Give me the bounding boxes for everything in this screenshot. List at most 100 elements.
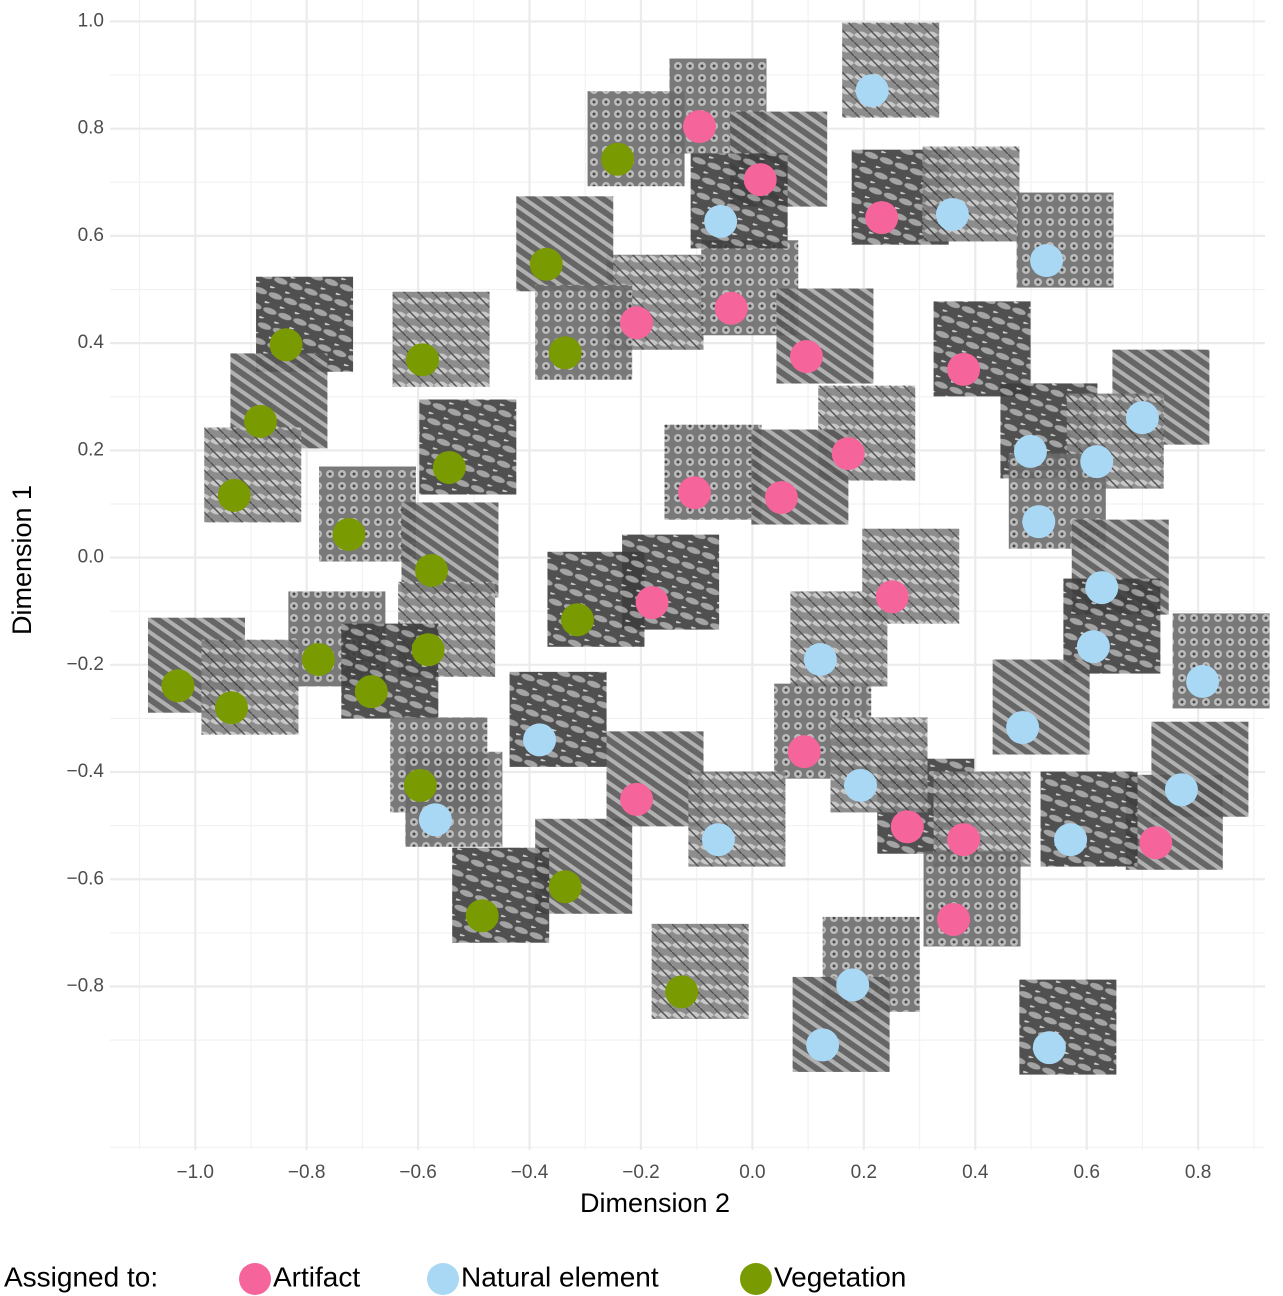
point [947,352,981,386]
point [1080,445,1114,479]
point [465,899,499,933]
y-tick-label: −0.4 [66,761,104,782]
point [1032,1031,1066,1065]
x-tick-label: 0.2 [851,1162,877,1183]
point [269,328,303,362]
point [635,586,669,620]
x-tick-label: −0.4 [511,1162,549,1183]
point [787,735,821,769]
y-tick-label: 0.2 [78,439,104,460]
legend-label: Vegetation [774,1261,906,1292]
point [836,968,870,1002]
legend-swatch [239,1263,271,1295]
texture-thumbnail [992,659,1090,755]
point [411,633,445,667]
point [1013,434,1047,468]
point [354,675,388,709]
points [161,74,1220,1065]
point [704,204,738,238]
texture-thumbnail [516,196,614,292]
texture-thumbnail [392,291,490,387]
point [935,197,969,231]
legend-title: Assigned to: [4,1261,158,1292]
texture-thumbnail [201,639,299,735]
texture-thumbnail [933,301,1031,397]
texture-thumbnail [1040,771,1138,867]
point [403,768,437,802]
point [1186,664,1220,698]
legend-swatch [427,1263,459,1295]
legend-label: Artifact [273,1261,360,1292]
y-tick-label: −0.8 [66,975,104,996]
point [677,476,711,510]
point [406,343,440,377]
texture-thumbnail [547,551,645,647]
x-tick-label: −0.8 [288,1162,326,1183]
point [560,603,594,637]
y-tick-label: 0.8 [78,118,104,139]
point [243,404,277,438]
texture-thumbnail [390,717,488,813]
y-tick-label: 1.0 [78,10,104,31]
point [803,642,837,676]
point [548,870,582,904]
point [529,247,563,281]
texture-thumbnail [842,22,940,118]
texture-thumbnail [401,502,499,598]
x-tick-label: 0.8 [1185,1162,1211,1183]
point [701,823,735,857]
texture-thumbnail [587,91,685,187]
texture-thumbnail [933,771,1031,867]
texture-thumbnail [651,923,749,1019]
point [806,1028,840,1062]
point [665,975,699,1009]
texture-thumbnail [535,818,633,914]
x-tick-label: 0.6 [1073,1162,1099,1183]
legend: Assigned to: Artifact Natural element Vege… [4,1261,906,1295]
texture-thumbnails [147,22,1270,1075]
point [1125,401,1159,435]
point [414,553,448,587]
texture-thumbnail [751,429,849,525]
point [865,201,899,235]
point [875,580,909,614]
texture-thumbnail [664,424,762,520]
point [831,437,865,471]
point [1076,630,1110,664]
x-tick-label: −0.2 [622,1162,660,1183]
point [743,163,777,197]
point [764,481,798,515]
texture-thumbnail [419,399,517,495]
point [947,823,981,857]
point [620,306,654,340]
texture-thumbnail [923,851,1021,947]
x-axis-title: Dimension 2 [580,1188,730,1218]
legend-swatch [740,1263,772,1295]
point [1006,711,1040,745]
point [1030,244,1064,278]
point [601,142,635,176]
texture-thumbnail [535,284,633,380]
point [1164,773,1198,807]
texture-thumbnail [1019,979,1117,1075]
y-tick-label: −0.6 [66,868,104,889]
point [418,803,452,837]
texture-thumbnail [319,466,417,562]
texture-thumbnail [1172,613,1270,709]
texture-thumbnail [690,153,788,249]
x-tick-label: −0.6 [399,1162,437,1183]
point [214,691,248,725]
point [682,110,716,144]
x-tick-label: −1.0 [176,1162,214,1183]
texture-thumbnail [1016,192,1114,288]
point [548,336,582,370]
texture-thumbnail [452,847,550,943]
texture-thumbnail [790,591,888,687]
point [620,782,654,816]
x-tick-label: 0.0 [739,1162,765,1183]
texture-thumbnail [204,427,302,523]
point [789,340,823,374]
y-tick-label: −0.2 [66,654,104,675]
texture-thumbnail [776,288,874,384]
